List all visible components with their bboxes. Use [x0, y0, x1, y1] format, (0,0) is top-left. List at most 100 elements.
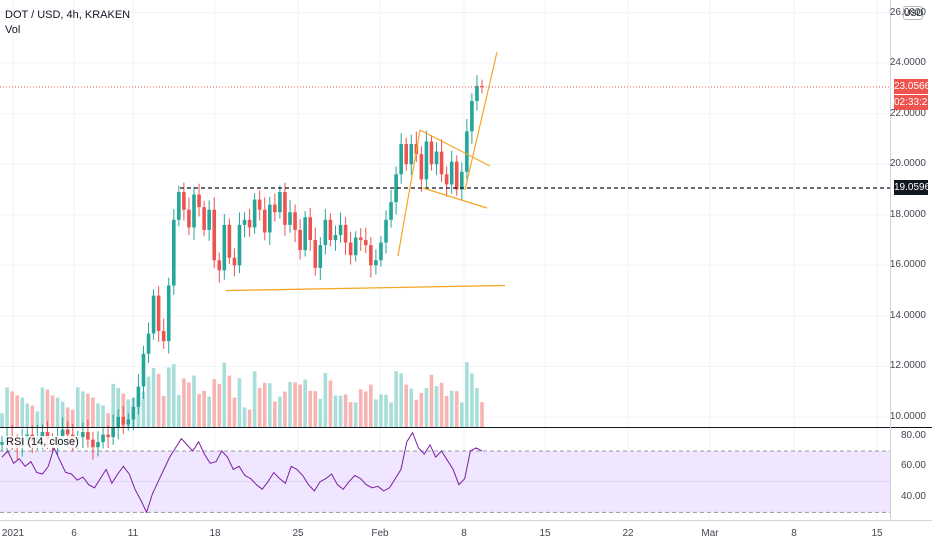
countdown-badge: 02:33:22 — [894, 95, 932, 110]
volume-bar — [449, 390, 454, 427]
volume-bar — [192, 375, 196, 427]
volume-legend[interactable]: Vol — [5, 24, 21, 36]
price-tick-label: 22.0000 — [889, 107, 926, 119]
candle-body — [212, 209, 217, 261]
flag-lower-line — [422, 187, 488, 209]
breakout-line — [464, 51, 498, 191]
volume-bar — [96, 403, 100, 427]
candle-body — [424, 141, 429, 180]
candle-body — [192, 194, 196, 228]
volume-bar — [252, 371, 257, 427]
volume-bar — [247, 409, 252, 427]
candle-body — [227, 224, 232, 258]
candle-body — [308, 217, 313, 241]
candle-body — [480, 85, 484, 88]
volume-bar — [267, 383, 272, 427]
volume-bar — [318, 398, 323, 427]
volume-bar — [35, 411, 40, 427]
volume-bar — [459, 402, 464, 427]
rsi-tick-label: 80.00 — [900, 429, 926, 441]
volume-bar — [166, 367, 171, 427]
candle-body — [429, 141, 434, 165]
volume-bar — [40, 387, 45, 427]
candle-body — [111, 427, 115, 438]
candle-body — [313, 240, 318, 268]
candle-body — [182, 192, 186, 210]
volume-bar — [101, 405, 105, 427]
candle-body — [374, 260, 378, 266]
candle-body — [343, 224, 348, 243]
time-tick-label: Mar — [701, 528, 719, 539]
price-tick-label: 18.0000 — [889, 208, 926, 220]
volume-bar — [480, 402, 484, 427]
price-tick-label: 12.0000 — [889, 360, 926, 372]
volume-bar — [237, 378, 242, 427]
volume-bar — [298, 384, 302, 427]
candle-body — [465, 131, 469, 172]
time-tick-label: 2021 — [1, 528, 25, 539]
volume-bar — [475, 388, 479, 427]
candle-body — [323, 219, 328, 246]
time-tick-label: 6 — [71, 528, 77, 539]
volume-bar — [273, 401, 277, 427]
volume-bar — [187, 382, 191, 427]
candle-body — [247, 219, 252, 228]
candle-body — [348, 242, 353, 256]
volume-bar — [146, 376, 151, 427]
price-tick-label: 14.0000 — [889, 309, 926, 321]
candle-body — [207, 209, 211, 230]
flagpole-line — [397, 129, 421, 257]
candle-body — [353, 237, 358, 256]
volume-bar — [20, 397, 25, 427]
time-tick-label: 15 — [871, 528, 883, 539]
candle-body — [288, 212, 292, 225]
volume-bar — [389, 402, 393, 427]
candle-body — [459, 171, 464, 190]
candle-body — [439, 151, 444, 175]
candle-body — [267, 204, 272, 233]
volume-bar — [465, 362, 469, 427]
volume-bar — [55, 397, 60, 427]
volume-bar — [81, 391, 85, 427]
flag-upper-line — [419, 129, 491, 167]
volume-bar — [156, 373, 161, 427]
volume-bar — [303, 379, 307, 427]
time-tick-label: 18 — [209, 528, 221, 539]
candles — [0, 75, 484, 460]
volume-bar — [65, 407, 70, 427]
time-tick-label: 8 — [791, 528, 797, 539]
volume-bar — [333, 395, 338, 427]
volume-bar — [454, 391, 459, 427]
price-tick-label: 10.0000 — [889, 410, 926, 422]
currency-button[interactable]: USD — [903, 6, 924, 20]
candle-body — [217, 260, 222, 271]
volume-bar — [369, 384, 373, 427]
volume-bar — [414, 399, 419, 427]
time-tick-label: 8 — [461, 528, 467, 539]
candle-body — [60, 429, 65, 438]
candle-body — [328, 219, 333, 241]
candle-body — [86, 432, 90, 440]
volume-bar — [222, 362, 227, 427]
candle-body — [318, 245, 323, 268]
rsi-legend[interactable]: RSI (14, close) — [4, 436, 81, 448]
volume-bar — [10, 391, 14, 427]
candle-body — [242, 219, 247, 225]
rsi-line — [1, 431, 483, 514]
candle-body — [202, 207, 206, 230]
candle-body — [470, 101, 474, 132]
volume-bar — [343, 394, 348, 427]
volume-bar — [358, 389, 363, 427]
symbol-legend[interactable]: DOT / USD, 4h, KRAKEN — [5, 9, 131, 21]
volume-bars — [0, 362, 484, 427]
volume-bar — [202, 390, 206, 427]
candle-body — [389, 202, 393, 220]
rsi-band — [0, 450, 890, 513]
candle-body — [177, 192, 181, 220]
volume-bar — [70, 409, 75, 427]
time-tick-label: Feb — [371, 528, 389, 539]
last-price-badge: 23.0566 — [894, 79, 931, 94]
candle-body — [141, 353, 146, 387]
volume-bar — [171, 364, 176, 427]
